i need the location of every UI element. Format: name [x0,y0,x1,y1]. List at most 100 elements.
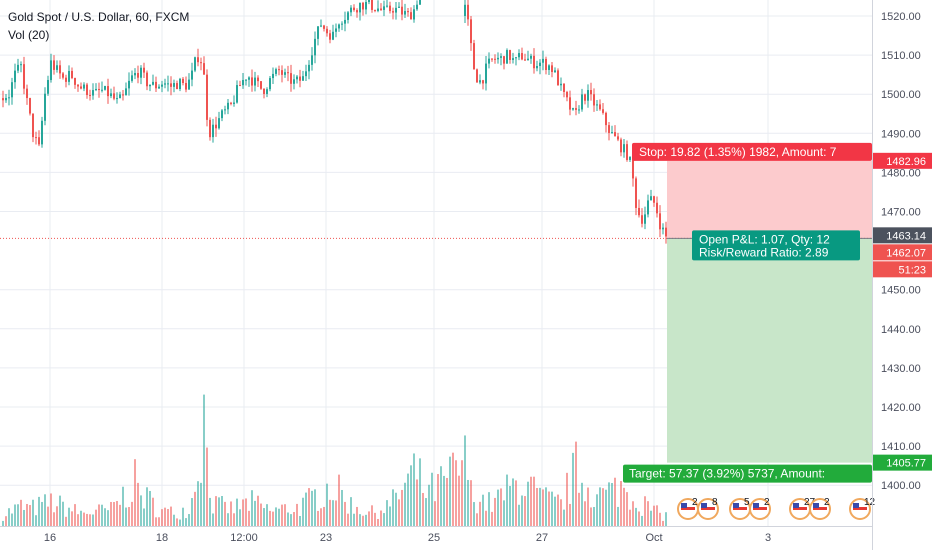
time-axis[interactable]: 16 18 12:00 23 25 27 Oct 3 [0,526,872,545]
volume-bar [341,489,343,526]
volume-bar [59,495,61,526]
candle-body [404,11,406,15]
position-zones [667,160,872,463]
volume-bar [461,460,463,526]
grid [0,0,872,526]
candle-body [638,207,640,216]
volume-bar [8,508,10,526]
event-badge[interactable]: 8 [697,497,719,520]
candle-body [44,93,46,121]
volume-bar [134,459,136,526]
volume-bar [47,506,49,526]
countdown-label[interactable] [873,261,932,278]
volume-bar [374,512,376,526]
candle-body [86,84,88,96]
candle-body [629,156,631,160]
candle-body [488,58,490,64]
volume-bar [542,489,544,526]
candle-body [599,104,601,110]
symbol-title[interactable]: Gold Spot / U.S. Dollar, 60, FXCM [8,10,190,24]
stop-price-label[interactable] [873,152,932,169]
flag-stripe [793,507,807,510]
candle-body [617,136,619,140]
candle-body [611,132,613,134]
candle-body [275,69,277,74]
target-badge[interactable] [623,464,872,483]
event-badge[interactable]: 5 [729,497,751,520]
event-badges[interactable]: 2 8 5 2 27 2 12 [677,497,876,520]
volume-bar [560,499,562,526]
volume-bar [518,504,520,526]
candle-body [350,7,352,13]
volume-bar [464,435,466,526]
candle-body [197,57,199,63]
price-axis[interactable]: 1520.00 1510.00 1500.00 1490.00 1480.00 1470.… [872,0,932,550]
pnl-badge[interactable] [692,230,860,261]
volume-bar [662,520,664,526]
volume-bar [488,492,490,526]
event-badge[interactable]: 2 [749,497,771,520]
candle-body [575,108,577,110]
candle-body [185,82,187,90]
volume-bar [578,492,580,526]
candle-body [398,6,400,8]
volume-bar [95,509,97,526]
pnl-line-2: Risk/Reward Ratio: 2.89 [699,245,829,259]
volume-bar [452,452,454,526]
volume-bar [443,475,445,526]
volume-bar [308,488,310,526]
candle-body [509,50,511,60]
candle-body [329,33,331,40]
candle-body [296,76,298,80]
candle-body [92,90,94,96]
event-badge-count: 2 [824,497,830,508]
candle-body [377,8,379,11]
bid-price-label[interactable] [873,244,932,261]
volume-bar [29,505,31,526]
candle-body [533,55,535,69]
candle-body [365,1,367,10]
last-price-label[interactable] [873,227,932,244]
volume-bar [593,506,595,526]
candle-body [194,57,196,71]
volume-bar [362,515,364,526]
volume-bar [200,482,202,526]
candle-body [506,50,508,64]
volume-bar [245,498,247,526]
candle-body [356,10,358,13]
candle-body [410,12,412,20]
stop-badge[interactable] [632,142,872,161]
position-overlay[interactable]: Stop: 19.82 (1.35%) 1982, Amount: 7 Open … [0,142,872,483]
volume-bar [605,489,607,526]
event-badge[interactable]: 2 [809,497,831,520]
candle-body [146,72,148,87]
candle-body [257,77,259,82]
flag-canton [853,503,859,508]
target-price-label[interactable] [873,454,932,471]
volume-bar [353,513,355,526]
volume-bar [179,519,181,526]
event-badge[interactable]: 2 [677,497,699,520]
volume-bar [539,487,541,526]
candle-body [467,4,469,20]
candle-body [314,38,316,56]
event-badge[interactable]: 12 [849,497,876,520]
volume-bar [26,503,28,526]
stop-loss-zone [667,160,872,239]
candle-body [305,71,307,77]
volume-bar [224,501,226,526]
event-badge-count: 27 [804,497,816,508]
volume-bar [299,515,301,526]
volume-bar [437,474,439,526]
candle-body [386,5,388,7]
candle-body [2,98,4,101]
volume-title[interactable]: Vol (20) [8,28,50,42]
volume-bar [467,479,469,526]
event-badge[interactable]: 27 [789,497,816,520]
candle-body [68,70,70,82]
candle-body [623,144,625,153]
candle-body [413,9,415,20]
volume-bar [53,512,55,526]
volume-bar [218,497,220,526]
